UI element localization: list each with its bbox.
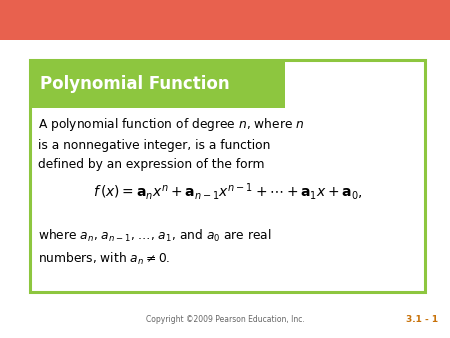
Text: 3.1 - 1: 3.1 - 1 <box>406 315 438 324</box>
Text: Copyright ©2009 Pearson Education, Inc.: Copyright ©2009 Pearson Education, Inc. <box>146 315 304 324</box>
Text: Polynomial Function: Polynomial Function <box>40 75 230 93</box>
Text: A polynomial function of degree $\it{n}$, where $\it{n}$
is a nonnegative intege: A polynomial function of degree $\it{n}$… <box>38 116 305 171</box>
Bar <box>0 0 450 40</box>
Text: where $a_n$, $a_{n-1}$, …, $a_1$, and $a_0$ are real
numbers, with $a_n \neq 0$.: where $a_n$, $a_{n-1}$, …, $a_1$, and $a… <box>38 228 271 267</box>
Bar <box>30 60 285 108</box>
Text: $f\,(x) = \mathbf{a}_n x^n + \mathbf{a}_{n-1} x^{n-1} + \cdots + \mathbf{a}_1 x : $f\,(x) = \mathbf{a}_n x^n + \mathbf{a}_… <box>93 182 362 202</box>
Bar <box>30 60 425 292</box>
